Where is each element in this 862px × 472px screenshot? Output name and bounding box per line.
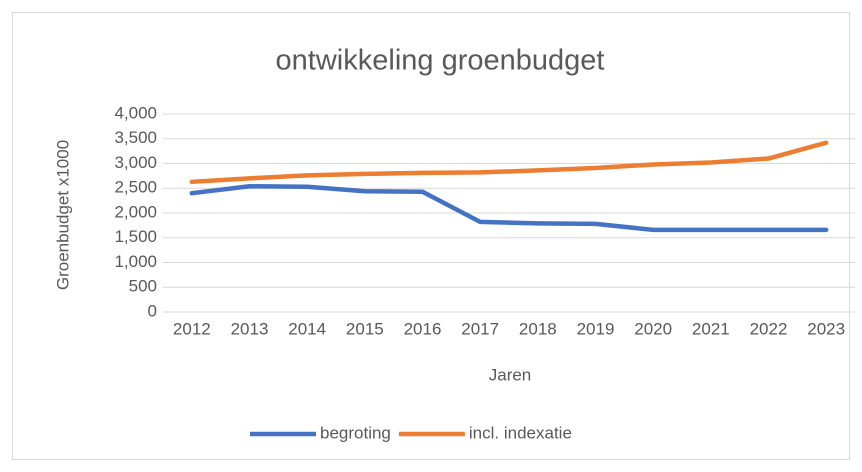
x-tick-label: 2012 bbox=[173, 319, 211, 338]
y-tick-label: 1,000 bbox=[114, 252, 157, 271]
y-tick-label: 3,000 bbox=[114, 153, 157, 172]
x-tick-label: 2019 bbox=[577, 319, 615, 338]
x-tick-label: 2015 bbox=[346, 319, 384, 338]
legend-label: incl. indexatie bbox=[469, 423, 572, 442]
y-tick-label: 1,500 bbox=[114, 227, 157, 246]
x-tick-label: 2021 bbox=[692, 319, 730, 338]
line-series bbox=[189, 184, 829, 233]
x-tick-label: 2020 bbox=[634, 319, 672, 338]
chart-border bbox=[12, 12, 850, 460]
x-axis-label: Jaren bbox=[489, 365, 532, 384]
x-tick-label: 2017 bbox=[461, 319, 499, 338]
x-tick-label: 2013 bbox=[231, 319, 269, 338]
line-series bbox=[189, 140, 829, 185]
y-tick-label: 0 bbox=[148, 301, 157, 320]
x-tick-label: 2014 bbox=[288, 319, 326, 338]
x-tick-label: 2023 bbox=[807, 319, 845, 338]
y-tick-label: 2,500 bbox=[114, 178, 157, 197]
x-tick-label: 2016 bbox=[404, 319, 442, 338]
y-axis-label: Groenbudget x1000 bbox=[53, 140, 72, 290]
y-tick-label: 3,500 bbox=[114, 128, 157, 147]
legend-label: begroting bbox=[320, 423, 391, 442]
x-tick-label: 2018 bbox=[519, 319, 557, 338]
y-tick-label: 4,000 bbox=[114, 103, 157, 122]
y-tick-label: 500 bbox=[129, 277, 157, 296]
x-tick-label: 2022 bbox=[750, 319, 788, 338]
y-tick-label: 2,000 bbox=[114, 202, 157, 221]
chart-title: ontwikkeling groenbudget bbox=[276, 45, 605, 77]
